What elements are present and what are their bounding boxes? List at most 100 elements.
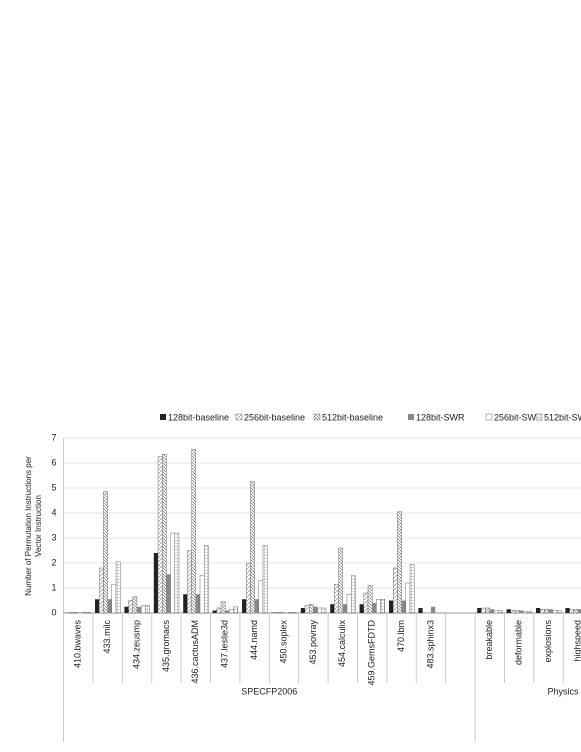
y-tick-label: 2 <box>51 557 56 567</box>
legend-label: 256bit-SWR <box>494 412 543 422</box>
bar <box>367 585 373 614</box>
bar <box>103 491 108 614</box>
bar <box>493 610 499 614</box>
bar <box>229 609 234 614</box>
bar <box>338 547 344 614</box>
legend-label: 256bit-baseline <box>244 412 305 422</box>
y-tick-label: 3 <box>51 532 56 542</box>
bar <box>393 567 398 614</box>
bar <box>498 610 503 614</box>
bar <box>351 575 356 614</box>
x-tick-label: 450.soplex <box>278 620 288 664</box>
bar <box>242 599 247 613</box>
bar <box>258 580 264 614</box>
bar <box>346 594 352 614</box>
bar <box>157 456 163 614</box>
bar <box>98 567 104 614</box>
bar <box>195 594 200 613</box>
legend-label: 128bit-baseline <box>168 412 229 422</box>
bar <box>309 604 314 614</box>
group-label: SPECFP2006 <box>241 686 297 696</box>
bar <box>124 606 129 613</box>
bar <box>284 612 289 613</box>
x-tick-label: deformable <box>514 620 524 665</box>
bar <box>418 608 423 613</box>
legend-swatch <box>313 413 321 421</box>
x-tick-label: breakable <box>484 620 494 660</box>
bar <box>115 561 121 614</box>
bar <box>145 605 150 614</box>
bar <box>578 609 581 613</box>
x-tick-label: highspeed <box>572 620 581 662</box>
bar <box>73 612 79 614</box>
bar <box>69 612 75 614</box>
y-tick-label: 4 <box>51 507 56 517</box>
legend-label: 512bit-SWR <box>544 412 581 422</box>
bar <box>203 545 209 614</box>
x-tick-label: 436.cactusADM <box>190 620 200 684</box>
bar <box>397 511 402 614</box>
bar <box>137 606 142 613</box>
legend-swatch <box>485 413 493 421</box>
bar <box>485 607 491 614</box>
x-tick-label: 483.sphinx3 <box>425 620 435 669</box>
bar <box>300 608 305 613</box>
y-tick-label: 1 <box>51 582 56 592</box>
group-label: Physics <box>547 686 579 696</box>
bar <box>510 610 516 614</box>
bar <box>245 562 251 614</box>
bar <box>288 612 293 614</box>
x-tick-label: 435.gromacs <box>161 620 171 673</box>
bar <box>128 600 134 614</box>
bar <box>187 550 192 614</box>
bar <box>548 609 553 613</box>
bar <box>183 594 188 613</box>
y-tick-label: 6 <box>51 457 56 467</box>
bar <box>321 607 327 614</box>
bar <box>166 574 171 613</box>
bar <box>536 608 541 613</box>
bar <box>191 449 197 614</box>
bar <box>86 612 91 614</box>
legend-swatch <box>408 414 414 420</box>
x-tick-label: 470.lbm <box>396 620 406 652</box>
bar <box>380 599 386 614</box>
bar <box>250 481 255 614</box>
bar <box>313 606 318 613</box>
bar <box>216 607 222 614</box>
bar <box>565 608 570 613</box>
y-tick-label: 7 <box>51 432 56 442</box>
bar <box>317 607 323 614</box>
bar <box>225 610 230 613</box>
legend-swatch <box>235 413 243 421</box>
bar <box>254 599 259 613</box>
bar <box>506 609 511 613</box>
legend-label: 128bit-SWR <box>416 412 465 422</box>
x-tick-label: 459.GemsFDTD <box>367 620 377 686</box>
bar <box>556 610 562 614</box>
bar <box>82 612 87 614</box>
bar <box>275 612 281 614</box>
x-tick-label: 444.namd <box>249 620 259 660</box>
bar <box>107 599 112 613</box>
bar <box>359 604 364 613</box>
bar <box>405 582 411 614</box>
bar <box>519 610 524 613</box>
bar <box>409 564 415 614</box>
x-tick-label: 437.leslie3d <box>220 620 230 668</box>
bar <box>544 609 549 614</box>
bar <box>153 553 158 613</box>
legend-label: 512bit-baseline <box>322 412 383 422</box>
bar <box>334 584 339 614</box>
bar <box>552 610 558 614</box>
x-tick-label: 453.povray <box>308 620 318 665</box>
bar <box>279 612 285 614</box>
bar <box>481 607 486 614</box>
bar <box>342 604 347 613</box>
y-tick-label: 0 <box>51 607 56 617</box>
bar <box>140 605 146 614</box>
bar <box>389 600 394 613</box>
bar <box>262 545 268 614</box>
